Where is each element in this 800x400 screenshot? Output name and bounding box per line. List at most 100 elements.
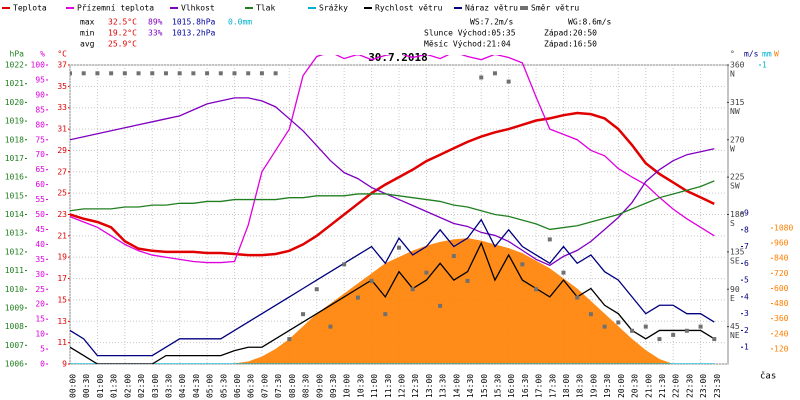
direction-mark	[575, 295, 580, 300]
y-tick-label: 270	[730, 135, 745, 144]
y-tick-label: 0	[40, 360, 45, 369]
x-tick-label: 19:00	[589, 374, 598, 398]
compass-label: SE	[730, 256, 740, 265]
plot-area	[70, 55, 717, 364]
legend-label: Náraz větru	[465, 4, 518, 13]
x-tick-label: 16:00	[507, 374, 516, 398]
x-tick-label: 08:00	[288, 374, 297, 398]
y-tick-label: 6	[744, 259, 749, 268]
compass-label: SW	[730, 182, 740, 191]
y-tick-label: 13	[57, 317, 67, 326]
direction-mark	[136, 71, 141, 76]
direction-mark	[328, 324, 333, 329]
y-tick-label: 25	[35, 285, 45, 294]
x-tick-label: 03:30	[164, 374, 173, 398]
x-tick-label: 11:00	[370, 374, 379, 398]
axis-unit: mm	[762, 50, 772, 59]
y-tick-label: 33	[57, 103, 67, 112]
stat-text: min	[80, 29, 95, 38]
direction-mark	[342, 262, 347, 267]
y-tick-label: 19	[57, 253, 67, 262]
x-tick-label: 00:30	[82, 374, 91, 398]
stat-text: 0.0mm	[228, 18, 252, 27]
y-tick-label: 17	[57, 274, 67, 283]
direction-mark	[534, 287, 539, 292]
x-tick-label: 01:00	[96, 374, 105, 398]
y-tick-label: 1008	[5, 322, 24, 331]
y-tick-label: 1	[744, 343, 749, 352]
x-tick-label: 18:00	[562, 374, 571, 398]
direction-mark	[643, 324, 648, 329]
direction-mark	[630, 328, 635, 333]
y-tick-label: 840	[774, 254, 789, 263]
stat-text: 33%	[148, 29, 163, 38]
y-tick-label: 23	[57, 210, 67, 219]
series-line	[70, 218, 715, 357]
stat-text: 89%	[148, 18, 163, 27]
y-tick-label: 180	[730, 210, 745, 219]
legend-label: Rychlost větru	[375, 4, 443, 13]
x-tick-label: 17:00	[535, 374, 544, 398]
compass-label: S	[730, 219, 735, 228]
y-tick-label: 15	[57, 295, 67, 304]
direction-mark	[259, 71, 264, 76]
direction-mark	[355, 295, 360, 300]
y-tick-label: 29	[57, 146, 67, 155]
y-tick-label: 50	[35, 210, 45, 219]
y-tick-label: 1014	[5, 210, 24, 219]
y-tick-label: 11	[57, 338, 67, 347]
direction-mark	[657, 337, 662, 342]
x-tick-label: 11:30	[384, 374, 393, 398]
direction-mark	[122, 71, 127, 76]
y-tick-label: 55	[35, 195, 45, 204]
y-tick-label: 45	[730, 322, 740, 331]
y-tick-label: 240	[774, 329, 789, 338]
direction-mark	[163, 71, 168, 76]
y-tick-label: 30	[35, 270, 45, 279]
x-tick-label: 12:00	[398, 374, 407, 398]
x-tick-label: 13:30	[439, 374, 448, 398]
y-tick-label: 1007	[5, 341, 24, 350]
direction-mark	[150, 71, 155, 76]
direction-mark	[410, 287, 415, 292]
chart-title: 30.7.2018	[368, 51, 428, 64]
y-tick-label: 8	[744, 225, 749, 234]
direction-mark	[287, 337, 292, 342]
direction-mark	[369, 278, 374, 283]
y-tick-label: 60	[35, 180, 45, 189]
y-tick-label: 4	[744, 292, 749, 301]
x-tick-label: 10:30	[356, 374, 365, 398]
x-tick-label: 18:30	[576, 374, 585, 398]
y-tick-label: 27	[57, 167, 67, 176]
x-tick-label: 15:30	[493, 374, 502, 398]
x-tick-label: 21:00	[644, 374, 653, 398]
direction-mark	[520, 262, 525, 267]
x-tick-label: 16:30	[521, 374, 530, 398]
legend-label: Přízemní teplota	[77, 4, 154, 13]
x-tick-label: 22:00	[672, 374, 681, 398]
y-tick-label: 31	[57, 125, 67, 134]
y-tick-label: 95	[35, 75, 45, 84]
stat-text: max	[80, 18, 95, 27]
direction-mark	[438, 303, 443, 308]
y-tick-label: 80	[35, 120, 45, 129]
legend-swatch	[520, 6, 528, 10]
stat-text: 19.2°C	[108, 29, 137, 38]
compass-label: NW	[730, 107, 740, 116]
y-tick-label: 35	[57, 82, 67, 91]
y-tick-label: 9	[744, 209, 749, 218]
direction-mark	[70, 71, 72, 76]
direction-mark	[314, 287, 319, 292]
y-tick-label: 1018	[5, 135, 24, 144]
x-tick-label: 03:00	[151, 374, 160, 398]
compass-label: N	[730, 70, 735, 79]
y-tick-label: 15	[35, 315, 45, 324]
x-tick-label: 23:30	[713, 374, 722, 398]
y-tick-label: 45	[35, 225, 45, 234]
axis-unit: °C	[57, 50, 67, 59]
y-tick-label: 1017	[5, 154, 24, 163]
y-tick-label: 40	[35, 240, 45, 249]
direction-mark	[109, 71, 114, 76]
stat-text: Západ:16:50	[544, 40, 597, 49]
stat-text: WG:8.6m/s	[568, 18, 612, 27]
